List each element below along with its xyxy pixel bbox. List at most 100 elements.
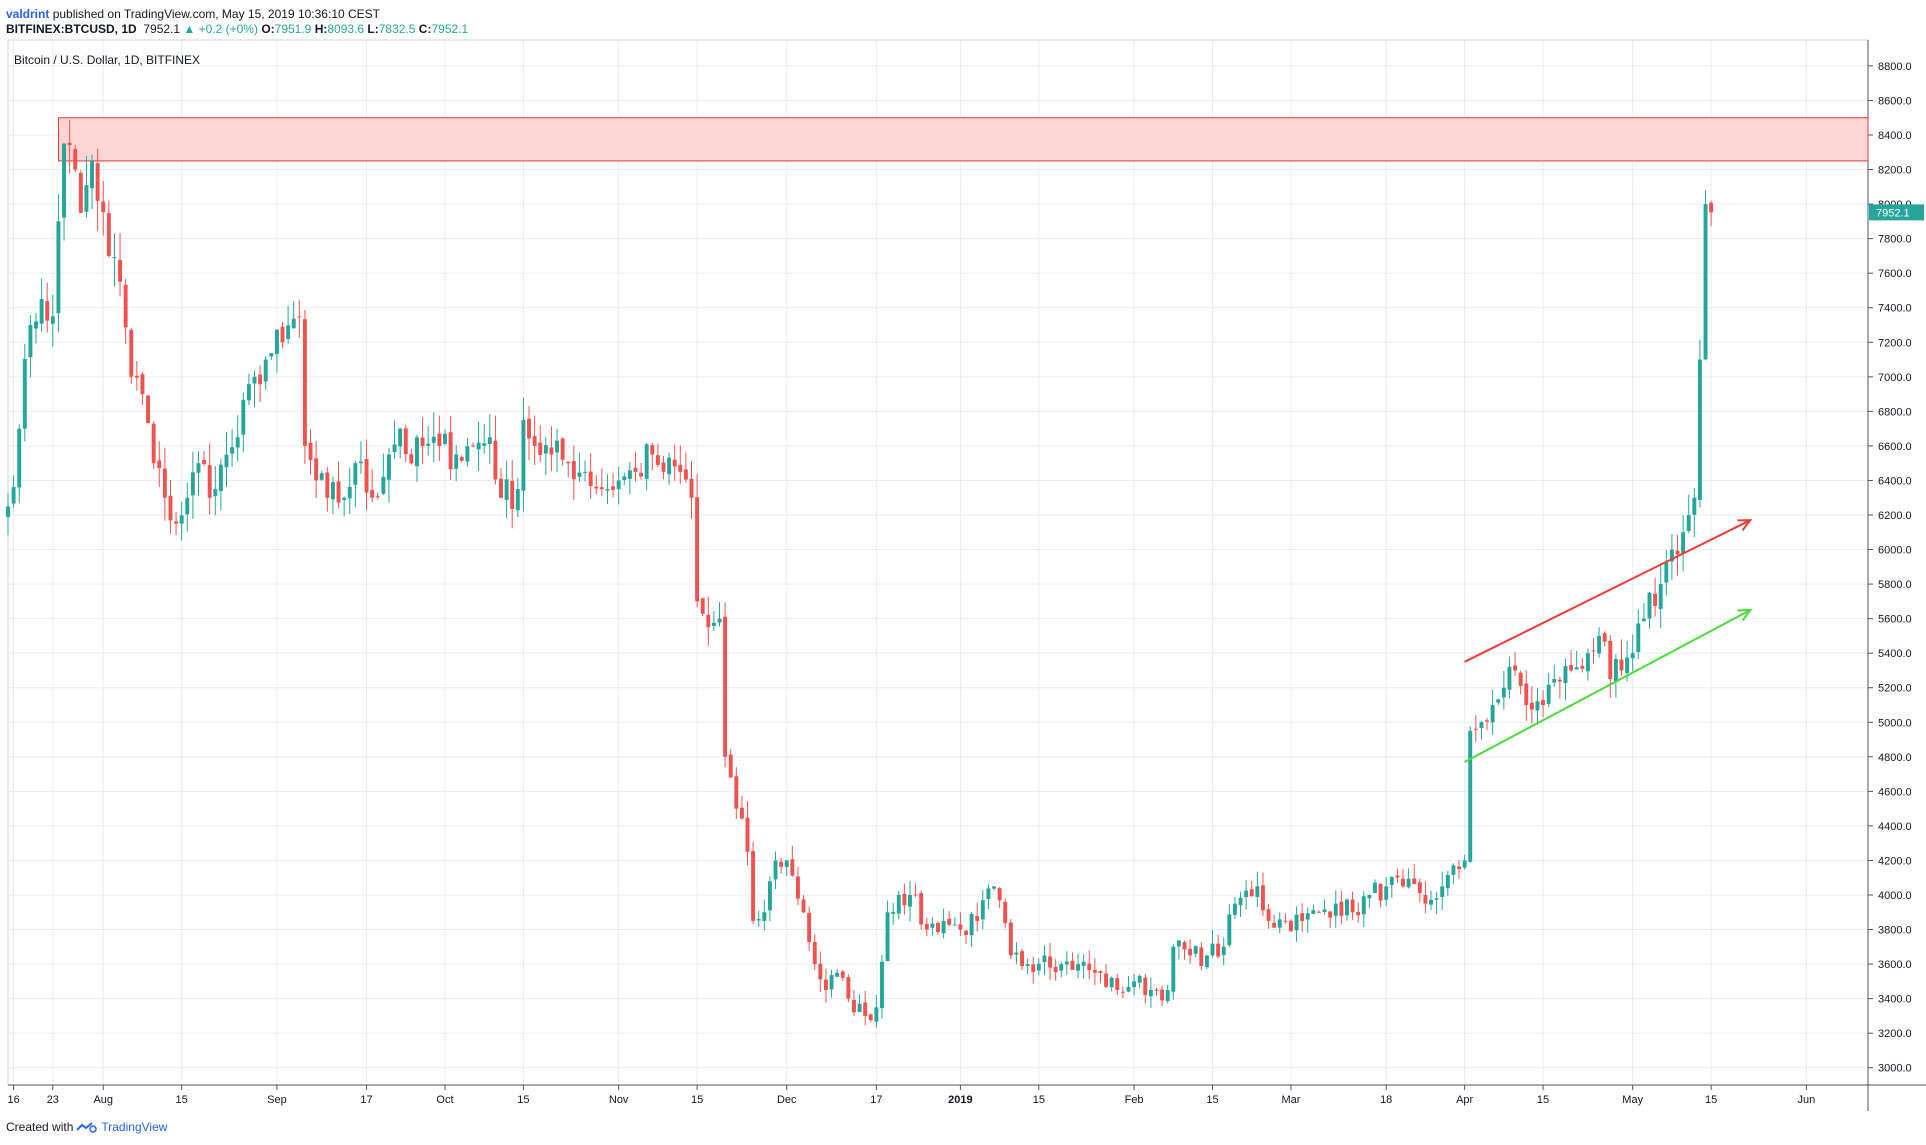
candle-body: [1221, 946, 1226, 956]
candle-body: [1076, 964, 1081, 971]
candle-body: [1311, 910, 1316, 914]
candle-body: [1367, 895, 1372, 899]
candle-body: [1445, 874, 1450, 889]
candle-body: [952, 924, 957, 926]
x-tick-label: Aug: [93, 1094, 113, 1106]
ohlc-legend: BITFINEX:BTCUSD, 1D 7952.1 ▲ +0.2 (+0%) …: [6, 22, 468, 36]
candle-body: [1098, 971, 1103, 974]
candle-body: [1692, 497, 1697, 515]
x-tick-label: 18: [1380, 1094, 1392, 1106]
candle-body: [605, 489, 610, 491]
candle-body: [1473, 728, 1478, 730]
candle-body: [1440, 886, 1445, 897]
candle-body: [790, 859, 795, 876]
x-tick-label: 15: [1537, 1094, 1549, 1106]
candle-body: [1552, 679, 1557, 683]
candle-body: [1563, 666, 1568, 684]
candle-body: [683, 469, 688, 480]
candle-body: [868, 1014, 873, 1021]
candle-body: [1294, 914, 1299, 931]
candle-body: [1182, 942, 1187, 950]
x-tick-label: Oct: [436, 1094, 453, 1106]
candle-body: [633, 467, 638, 472]
candle-body: [168, 495, 173, 521]
candle-body: [387, 454, 391, 480]
y-tick-label: 5800.0: [1878, 579, 1912, 591]
x-tick-label: 15: [1033, 1094, 1045, 1106]
candle-body: [1053, 966, 1058, 973]
candle-body: [1597, 635, 1602, 654]
candle-body: [67, 142, 72, 146]
candle-body: [812, 942, 817, 965]
candle-body: [11, 487, 16, 504]
candle-body: [986, 888, 991, 899]
candle-body: [1288, 920, 1293, 932]
candle-body: [1686, 515, 1691, 532]
candle-body: [325, 472, 330, 498]
tradingview-link[interactable]: TradingView: [101, 1120, 168, 1134]
candle-body: [1496, 699, 1501, 703]
candle-body: [1574, 667, 1579, 670]
candle-body: [1283, 920, 1288, 922]
author-link[interactable]: valdrint: [6, 7, 50, 21]
candle-body: [1232, 903, 1237, 915]
candle-body: [1227, 914, 1232, 946]
y-tick-label: 5600.0: [1878, 614, 1912, 626]
candle-body: [1529, 702, 1534, 710]
close-value: 7952.1: [431, 22, 469, 36]
high-value: 8093.6: [327, 22, 365, 36]
y-tick-label: 3200.0: [1878, 1028, 1912, 1040]
candle-body: [1378, 883, 1383, 901]
change-value: ▲ +0.2 (+0%): [183, 22, 258, 36]
candle-body: [409, 454, 414, 464]
candle-body: [39, 299, 44, 324]
candle-body: [381, 476, 386, 494]
y-tick-label: 4200.0: [1878, 855, 1912, 867]
publish-text: published on TradingView.com, May 15, 20…: [52, 7, 381, 21]
x-tick-label: 17: [870, 1094, 882, 1106]
y-tick-label: 6200.0: [1878, 510, 1912, 522]
candle-body: [1238, 897, 1243, 906]
candle-body: [980, 900, 985, 920]
candle-body: [650, 445, 655, 455]
y-tick-label: 5000.0: [1878, 717, 1912, 729]
candle-body: [1350, 899, 1355, 913]
candle-body: [1703, 204, 1708, 360]
candle-body: [123, 284, 128, 328]
candle-body: [840, 971, 845, 978]
candle-body: [448, 432, 453, 470]
candle-body: [482, 443, 487, 446]
candle-body: [1653, 593, 1658, 607]
candle-body: [655, 455, 660, 465]
candle-body: [241, 399, 246, 435]
candle-body: [1613, 659, 1618, 681]
last-price-tag: [1869, 204, 1924, 221]
candle-body: [1104, 973, 1109, 987]
candle-body: [73, 149, 78, 170]
candle-body: [443, 433, 447, 444]
candle-body: [1339, 901, 1344, 916]
candle-body: [588, 471, 593, 486]
candle-body: [62, 143, 66, 218]
candle-body: [246, 384, 251, 401]
candle-body: [1434, 898, 1439, 900]
candle-body: [616, 480, 621, 490]
candle-body: [1501, 687, 1506, 698]
candle-body: [930, 923, 935, 928]
candle-body: [1216, 943, 1221, 957]
x-tick-label: May: [1622, 1094, 1643, 1106]
candle-body: [22, 359, 27, 429]
candle-body: [499, 478, 503, 498]
candle-body: [1709, 202, 1714, 213]
candle-body: [1277, 919, 1282, 928]
candle-body: [1585, 653, 1590, 672]
candle-body: [678, 464, 683, 472]
x-tick-label: 17: [360, 1094, 372, 1106]
candle-body: [571, 461, 576, 480]
x-tick-label: Mar: [1281, 1094, 1300, 1106]
candle-body: [1087, 963, 1092, 971]
x-tick-label: Jun: [1797, 1094, 1815, 1106]
candle-body: [751, 851, 756, 921]
candle-body: [728, 754, 733, 778]
